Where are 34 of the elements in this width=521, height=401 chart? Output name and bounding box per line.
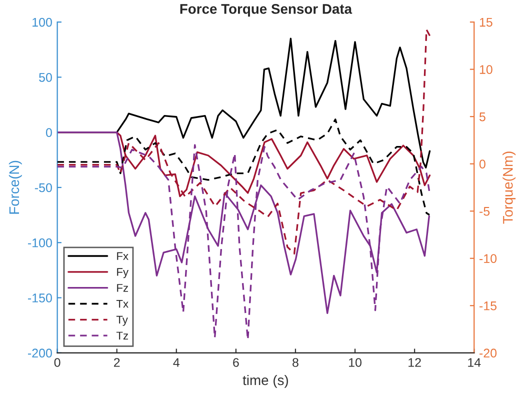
x-axis-title: time (s) bbox=[242, 374, 288, 388]
legend-label: Fy bbox=[117, 268, 129, 278]
legend-label: Ty bbox=[116, 316, 128, 326]
x-tick-label: 12 bbox=[408, 358, 421, 367]
y-tick-label: 100 bbox=[32, 18, 52, 27]
y2-tick-label: 0 bbox=[479, 160, 486, 168]
y-tick-label: -50 bbox=[34, 183, 52, 192]
x-tick-label: 6 bbox=[233, 358, 239, 367]
x-tick-label: 8 bbox=[292, 358, 298, 367]
x-tick-label: 2 bbox=[114, 358, 120, 367]
y-axis-title: Force(N) bbox=[8, 160, 22, 214]
y2-tick-label: 10 bbox=[480, 65, 492, 74]
x-tick-label: 4 bbox=[173, 358, 180, 367]
y2-tick-label: -15 bbox=[480, 302, 497, 310]
x-tick-label: 14 bbox=[468, 358, 481, 367]
legend-label: Fz bbox=[117, 284, 128, 292]
y2-tick-label: -5 bbox=[480, 207, 490, 216]
y2-axis-title: Torque(Nm) bbox=[502, 152, 516, 224]
y2-tick-label: -10 bbox=[480, 254, 497, 264]
y2-tick-label: 5 bbox=[479, 112, 486, 122]
legend-label: Fx bbox=[117, 252, 128, 260]
y-tick-label: -200 bbox=[28, 348, 52, 358]
y-tick-label: -150 bbox=[28, 294, 52, 302]
y2-tick-label: -20 bbox=[480, 348, 497, 358]
x-tick-label: 10 bbox=[349, 358, 362, 367]
y-tick-label: 50 bbox=[39, 72, 52, 82]
legend-label: Tz bbox=[116, 332, 128, 340]
legend-label: Tx bbox=[116, 300, 128, 308]
line-series bbox=[57, 118, 430, 216]
y2-tick-label: 15 bbox=[480, 18, 492, 27]
y-tick-label: 0 bbox=[46, 128, 52, 137]
x-tick-label: 0 bbox=[54, 358, 60, 367]
chart-title: Force Torque Sensor Data bbox=[180, 4, 352, 17]
y-tick-label: -100 bbox=[28, 238, 52, 248]
